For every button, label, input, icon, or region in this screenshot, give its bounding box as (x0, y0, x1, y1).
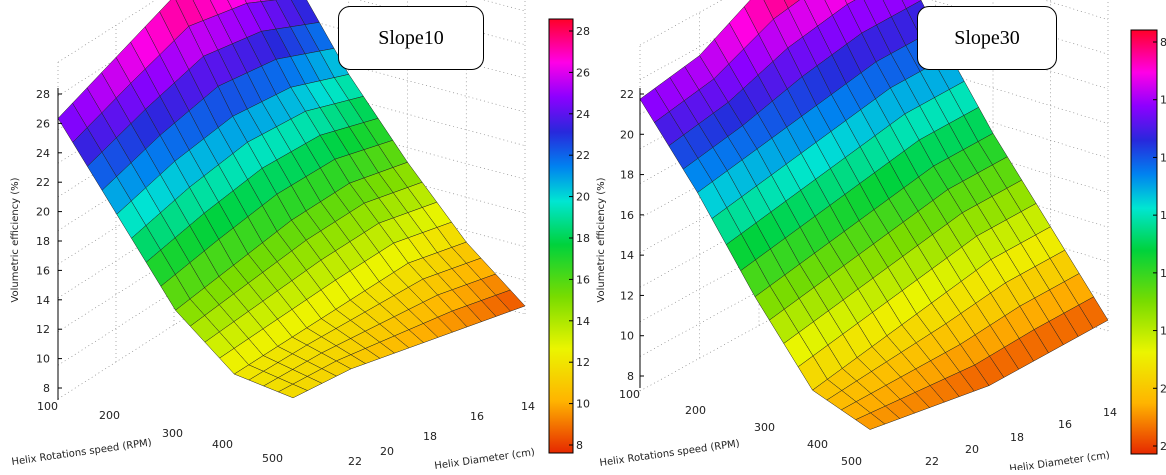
z-tick-label: 20 (620, 128, 634, 141)
x-tick-label: 200 (99, 409, 120, 422)
x-tick-label: 100 (37, 400, 58, 413)
colorbar-tick-label: 28 (576, 25, 590, 38)
y-tick-label: 16 (1058, 418, 1072, 431)
z-tick-label: 14 (620, 249, 634, 262)
y-tick-label: 14 (521, 400, 535, 413)
z-tick-label: 24 (36, 147, 50, 160)
chart-panel-1: 8 10 12 14 16 18 20 22 24 26 28 Volumetric efficien… (10, 0, 590, 472)
colorbar-tick-label: 2 (1160, 382, 1166, 395)
colorbar-tick-label: 1 (1160, 325, 1166, 338)
z-tick-label: 26 (36, 117, 50, 130)
colorbar-tick-label: 12 (576, 356, 590, 369)
z-tick-label: 18 (36, 235, 50, 248)
colorbar-tick-label: 1 (1160, 94, 1166, 107)
z-tick-label: 20 (36, 206, 50, 219)
z-tick-label: 18 (620, 169, 634, 182)
colorbar-tick-label: 16 (576, 273, 590, 286)
colorbar-tick-label: 10 (576, 398, 590, 411)
colorbar-tick-label: 26 (576, 66, 590, 79)
colorbar-tick-label: 14 (576, 315, 590, 328)
x-axis-label: Helix Rotations speed (RPM) (599, 438, 741, 469)
x-tick-label: 500 (262, 452, 283, 465)
surface (57, 0, 526, 399)
colorbar-tick-label: 1 (1160, 209, 1166, 222)
y-axis-label: Helix Diameter (cm) (434, 447, 536, 470)
x-tick-label: 500 (841, 455, 862, 468)
colorbar-tick-label: 8 (576, 439, 583, 452)
y-tick-label: 22 (925, 455, 939, 468)
x-tick-label: 400 (212, 438, 233, 451)
panel-title-slope30: Slope30 (917, 6, 1057, 70)
colorbar-tick-label: 1 (1160, 151, 1166, 164)
colorbar (548, 18, 574, 454)
colorbar-tick-label: 24 (576, 108, 590, 121)
z-axis-label: Volumetric efficiency (%) (596, 177, 607, 302)
grid-line (639, 121, 1109, 253)
z-tick-label: 16 (36, 264, 50, 277)
x-tick-label: 100 (619, 388, 640, 401)
colorbar-tick-label: 18 (576, 232, 590, 245)
colorbar-tick-label: 22 (576, 149, 590, 162)
y-tick-label: 22 (348, 455, 362, 468)
grid-line (639, 52, 1109, 184)
y-tick-label: 18 (423, 430, 437, 443)
z-tick-label: 10 (620, 330, 634, 343)
z-tick-label: 22 (620, 88, 634, 101)
x-tick-label: 200 (685, 404, 706, 417)
z-tick-label: 8 (627, 370, 634, 383)
y-tick-label: 16 (470, 410, 484, 423)
colorbar (1130, 29, 1158, 455)
colorbar-tick-label: 20 (576, 191, 590, 204)
z-tick-label: 12 (620, 289, 634, 302)
y-axis-label: Helix Diameter (cm) (1009, 450, 1111, 470)
x-tick-label: 300 (754, 421, 775, 434)
x-axis-label: Helix Rotations speed (RPM) (11, 437, 153, 468)
colorbar-tick-label: 1 (1160, 267, 1166, 280)
x-tick-label: 300 (162, 427, 183, 440)
surface-patch (855, 412, 886, 430)
surface (639, 0, 1109, 430)
y-tick-label: 20 (965, 443, 979, 456)
y-tick-label: 18 (1010, 431, 1024, 444)
colorbar-tick-label: 2 (1160, 440, 1166, 453)
colorbar-tick-label: 8 (1160, 36, 1166, 49)
z-tick-label: 10 (36, 353, 50, 366)
y-tick-label: 20 (380, 445, 394, 458)
z-tick-label: 22 (36, 176, 50, 189)
y-tick-label: 14 (1103, 406, 1117, 419)
z-tick-label: 12 (36, 323, 50, 336)
z-tick-label: 8 (43, 382, 50, 395)
panel-title-slope10: Slope10 (338, 6, 484, 70)
grid-line (639, 86, 1109, 219)
x-tick-label: 400 (807, 438, 828, 451)
z-axis-label: Volumetric efficiency (%) (10, 177, 21, 302)
surface-patch (277, 383, 309, 399)
z-tick-label: 28 (36, 88, 50, 101)
z-tick-label: 14 (36, 294, 50, 307)
z-tick-label: 16 (620, 209, 634, 222)
